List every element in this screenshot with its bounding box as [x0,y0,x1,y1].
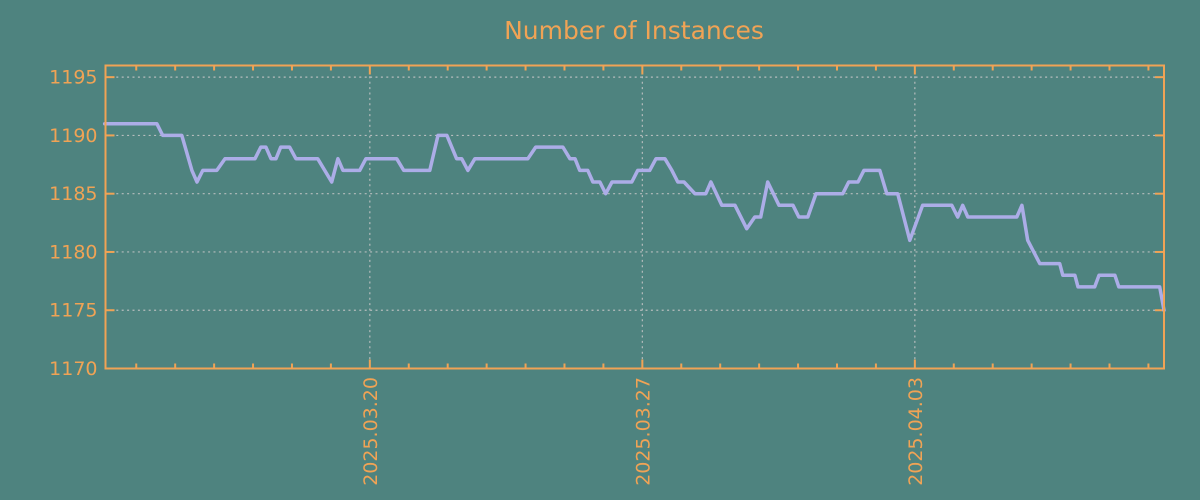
axes-frame [104,64,1165,370]
x-tick-label: 2025.03.27 [632,377,654,486]
y-tick-label: 1195 [49,67,97,89]
chart-title: Number of Instances [504,16,764,45]
y-tick-label: 1185 [49,183,97,205]
plot-area: 1170 1175 1180 1185 1190 1195 2025.03.20 2025.0… [49,64,1166,486]
y-tick-label: 1180 [49,241,97,263]
y-tick-label: 1175 [49,300,97,322]
x-tick-label: 2025.04.03 [905,377,927,486]
x-tick-label: 2025.03.20 [360,377,382,486]
y-tick-label: 1170 [49,358,97,380]
y-tick-label: 1190 [49,125,97,147]
data-line [102,122,1166,312]
